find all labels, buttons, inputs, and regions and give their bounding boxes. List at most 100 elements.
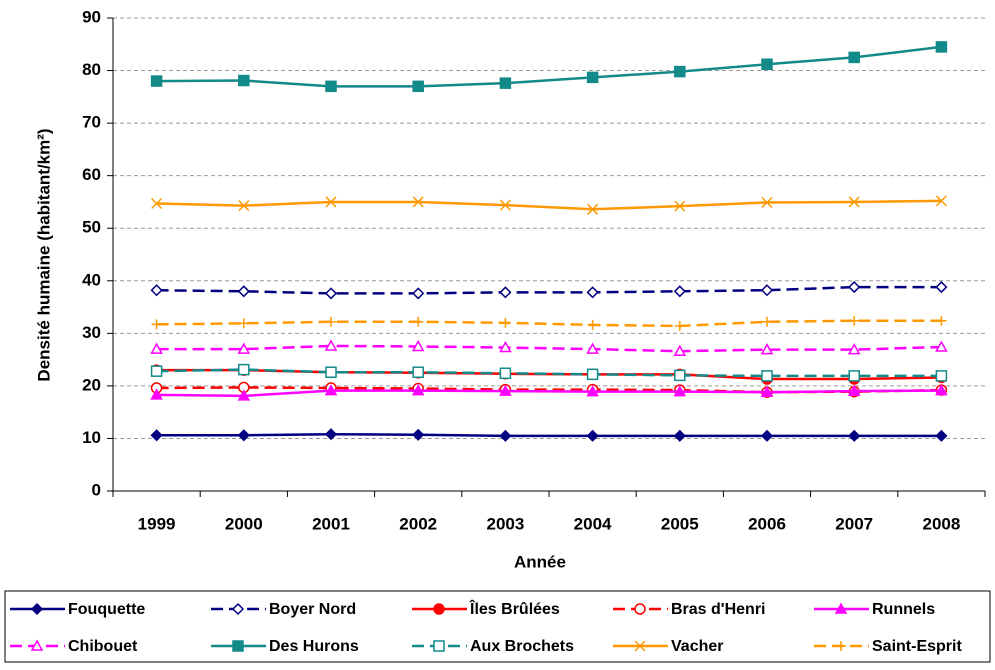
marker — [150, 365, 163, 377]
marker — [935, 370, 948, 382]
marker — [760, 284, 774, 297]
marker — [500, 317, 511, 328]
y-tick-label: 80 — [82, 60, 101, 79]
marker — [848, 429, 861, 442]
marker — [586, 429, 599, 442]
y-axis-title: Densité humaine (habitant/km²) — [34, 128, 53, 381]
marker — [935, 429, 948, 442]
series-line — [156, 199, 942, 211]
marker — [30, 602, 44, 616]
marker — [499, 77, 512, 89]
marker — [150, 284, 163, 297]
series-line — [156, 368, 942, 378]
marker — [412, 196, 424, 208]
marker — [151, 319, 162, 330]
marker — [587, 203, 599, 215]
marker — [433, 603, 445, 615]
series-line — [156, 45, 942, 88]
marker — [760, 343, 774, 355]
x-tick-label: 2001 — [312, 514, 350, 533]
marker — [324, 384, 338, 396]
marker — [238, 363, 250, 376]
marker — [760, 429, 774, 442]
marker — [499, 367, 512, 380]
x-tick-label: 2006 — [748, 514, 786, 533]
y-tick-label: 50 — [82, 218, 101, 237]
marker — [499, 384, 512, 396]
marker — [834, 602, 848, 614]
y-tick-label: 90 — [82, 7, 101, 26]
x-tick-label: 2008 — [922, 514, 960, 533]
marker — [324, 287, 338, 300]
marker — [673, 385, 687, 397]
marker — [586, 368, 599, 381]
marker — [761, 58, 773, 70]
marker — [413, 316, 424, 327]
x-tick-label: 2002 — [399, 514, 437, 533]
legend-label: Des Hurons — [269, 638, 359, 655]
marker — [674, 65, 686, 78]
y-tick-label: 60 — [82, 165, 101, 184]
marker — [587, 319, 598, 330]
marker — [499, 340, 512, 353]
marker — [412, 287, 425, 300]
y-tick-label: 10 — [82, 428, 101, 447]
marker — [238, 318, 249, 329]
marker — [237, 342, 251, 354]
legend-label: Chibouet — [68, 638, 138, 655]
series-line — [156, 432, 942, 438]
marker — [674, 369, 686, 382]
marker — [324, 428, 338, 441]
marker — [674, 200, 686, 212]
marker — [936, 315, 947, 326]
marker — [848, 196, 860, 208]
marker — [30, 639, 44, 651]
marker — [673, 344, 687, 356]
marker — [935, 41, 948, 53]
x-tick-label: 2007 — [835, 514, 873, 533]
marker — [673, 285, 686, 298]
marker — [935, 340, 948, 352]
y-tick-label: 70 — [82, 113, 101, 132]
marker — [761, 370, 773, 382]
marker — [762, 316, 772, 327]
x-tick-label: 2003 — [486, 514, 524, 533]
marker — [238, 200, 250, 212]
marker — [586, 286, 599, 299]
marker — [848, 51, 860, 64]
marker — [935, 384, 948, 396]
marker — [760, 385, 774, 397]
marker — [411, 339, 425, 352]
marker — [411, 384, 425, 396]
legend-label: Boyer Nord — [269, 601, 356, 618]
marker — [325, 80, 337, 93]
x-tick-label: 2000 — [225, 514, 263, 533]
marker — [634, 603, 646, 615]
legend-label: Runnels — [872, 601, 935, 618]
marker — [848, 370, 860, 382]
marker — [673, 429, 686, 442]
x-tick-label: 2005 — [661, 514, 699, 533]
legend-label: Saint-Esprit — [872, 638, 962, 655]
marker — [412, 80, 424, 93]
marker — [238, 74, 250, 87]
marker — [586, 71, 599, 84]
series-line — [156, 285, 942, 295]
marker — [586, 385, 599, 397]
legend-label: Aux Brochets — [470, 638, 574, 655]
marker — [237, 285, 250, 298]
marker — [499, 199, 511, 211]
y-tick-label: 20 — [82, 375, 101, 394]
x-axis-title: Année — [514, 552, 566, 571]
marker — [231, 602, 245, 616]
series-line — [156, 319, 942, 328]
marker — [326, 316, 336, 327]
marker — [849, 315, 860, 326]
marker — [847, 343, 861, 355]
marker — [761, 196, 773, 209]
marker — [412, 366, 424, 378]
marker — [150, 388, 163, 400]
marker — [324, 339, 338, 351]
